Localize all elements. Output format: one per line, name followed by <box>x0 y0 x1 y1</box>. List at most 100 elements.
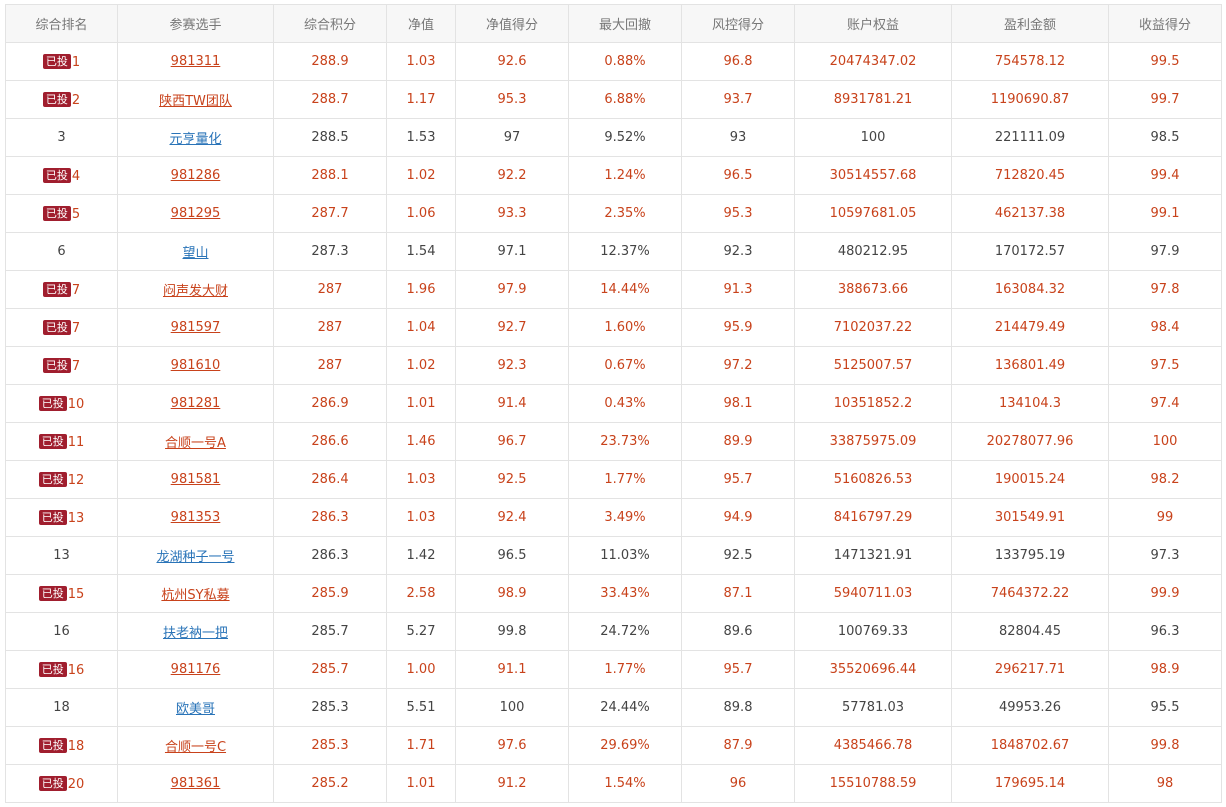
cell-nav: 1.02 <box>386 346 456 385</box>
player-link[interactable]: 981281 <box>170 396 221 411</box>
cell-player: 闷声发大财 <box>117 270 274 309</box>
player-link[interactable]: 合顺一号C <box>164 740 227 755</box>
cell-account-equity: 8416797.29 <box>794 498 952 537</box>
rank-value: 4 <box>71 168 81 184</box>
cell-rank: 13 <box>5 536 118 575</box>
player-link[interactable]: 981597 <box>170 320 221 335</box>
player-link[interactable]: 扶老衲一把 <box>162 626 228 641</box>
cell-nav-score: 96.7 <box>455 422 569 461</box>
cell-total-score: 288.7 <box>273 80 387 119</box>
cell-profit: 462137.38 <box>951 194 1109 233</box>
table-row: 已投 12 981581 286.4 1.03 92.5 1.77% 95.7 5160826.… <box>5 460 1222 499</box>
player-link[interactable]: 望山 <box>182 246 209 261</box>
table-row: 已投 16 981176 285.7 1.00 91.1 1.77% 95.7 35520696… <box>5 650 1222 689</box>
header-nav[interactable]: 净值 <box>386 4 456 43</box>
player-link[interactable]: 龙湖种子一号 <box>156 550 235 565</box>
rank-value: 6 <box>57 244 66 259</box>
header-risk-score[interactable]: 风控得分 <box>681 4 795 43</box>
cell-nav: 1.71 <box>386 726 456 765</box>
player-link[interactable]: 981581 <box>170 472 221 487</box>
cell-nav-score: 91.2 <box>455 764 569 803</box>
rank-value: 20 <box>67 776 85 792</box>
cell-risk-score: 96.8 <box>681 42 795 81</box>
player-link[interactable]: 欧美哥 <box>175 702 215 717</box>
cell-rank: 3 <box>5 118 118 157</box>
player-link[interactable]: 981311 <box>170 54 221 69</box>
cell-profit: 163084.32 <box>951 270 1109 309</box>
header-account-equity[interactable]: 账户权益 <box>794 4 952 43</box>
header-rank[interactable]: 综合排名 <box>5 4 118 43</box>
cell-profit: 170172.57 <box>951 232 1109 271</box>
cell-max-drawdown: 1.60% <box>568 308 682 347</box>
cell-nav-score: 97.1 <box>455 232 569 271</box>
cell-risk-score: 95.9 <box>681 308 795 347</box>
header-nav-score[interactable]: 净值得分 <box>455 4 569 43</box>
invested-badge: 已投 <box>42 205 71 221</box>
cell-total-score: 285.2 <box>273 764 387 803</box>
cell-max-drawdown: 1.77% <box>568 650 682 689</box>
cell-risk-score: 87.1 <box>681 574 795 613</box>
cell-nav: 1.02 <box>386 156 456 195</box>
player-link[interactable]: 陕西TW团队 <box>159 94 232 109</box>
player-link[interactable]: 981361 <box>170 776 221 791</box>
cell-nav: 1.53 <box>386 118 456 157</box>
cell-total-score: 285.3 <box>273 726 387 765</box>
table-row: 已投 7 981597 287 1.04 92.7 1.60% 95.9 7102037.22 2… <box>5 308 1222 347</box>
cell-return-score: 99.9 <box>1108 574 1222 613</box>
player-link[interactable]: 981295 <box>170 206 221 221</box>
cell-total-score: 286.4 <box>273 460 387 499</box>
table-row: 已投 1 981311 288.9 1.03 92.6 0.88% 96.8 20474347.… <box>5 42 1222 81</box>
cell-nav-score: 95.3 <box>455 80 569 119</box>
player-link[interactable]: 元亨量化 <box>169 132 222 147</box>
cell-nav: 1.17 <box>386 80 456 119</box>
cell-profit: 190015.24 <box>951 460 1109 499</box>
player-link[interactable]: 合顺一号A <box>165 436 226 451</box>
cell-return-score: 98.5 <box>1108 118 1222 157</box>
rank-value: 15 <box>67 586 85 602</box>
cell-nav-score: 99.8 <box>455 612 569 651</box>
header-profit[interactable]: 盈利金额 <box>951 4 1109 43</box>
player-link[interactable]: 981353 <box>170 510 221 525</box>
cell-player: 合顺一号A <box>117 422 274 461</box>
cell-account-equity: 100 <box>794 118 952 157</box>
cell-total-score: 288.9 <box>273 42 387 81</box>
cell-account-equity: 35520696.44 <box>794 650 952 689</box>
player-link[interactable]: 981286 <box>170 168 221 183</box>
cell-total-score: 287.3 <box>273 232 387 271</box>
header-return-score[interactable]: 收益得分 <box>1108 4 1222 43</box>
cell-nav: 1.96 <box>386 270 456 309</box>
cell-account-equity: 388673.66 <box>794 270 952 309</box>
table-row: 已投 2 陕西TW团队 288.7 1.17 95.3 6.88% 93.7 8931781.2… <box>5 80 1222 119</box>
cell-player: 981610 <box>117 346 274 385</box>
cell-max-drawdown: 12.37% <box>568 232 682 271</box>
cell-nav-score: 91.1 <box>455 650 569 689</box>
cell-player: 杭州SY私募 <box>117 574 274 613</box>
cell-max-drawdown: 2.35% <box>568 194 682 233</box>
cell-nav-score: 91.4 <box>455 384 569 423</box>
cell-return-score: 98.9 <box>1108 650 1222 689</box>
player-link[interactable]: 981610 <box>170 358 221 373</box>
cell-max-drawdown: 0.43% <box>568 384 682 423</box>
rank-value: 7 <box>71 320 81 336</box>
table-header-row: 综合排名 参赛选手 综合积分 净值 净值得分 最大回撤 风控得分 账户权益 盈利… <box>5 4 1222 43</box>
header-max-drawdown[interactable]: 最大回撤 <box>568 4 682 43</box>
player-link[interactable]: 闷声发大财 <box>162 284 228 299</box>
cell-profit: 221111.09 <box>951 118 1109 157</box>
rank-value: 16 <box>67 662 85 678</box>
player-link[interactable]: 杭州SY私募 <box>161 588 230 603</box>
cell-profit: 134104.3 <box>951 384 1109 423</box>
cell-risk-score: 96 <box>681 764 795 803</box>
table-row: 已投 15 杭州SY私募 285.9 2.58 98.9 33.43% 87.1 5940711… <box>5 574 1222 613</box>
cell-rank: 已投 15 <box>5 574 118 613</box>
header-total-score[interactable]: 综合积分 <box>273 4 387 43</box>
player-link[interactable]: 981176 <box>170 662 221 677</box>
cell-profit: 712820.45 <box>951 156 1109 195</box>
cell-total-score: 288.5 <box>273 118 387 157</box>
cell-rank: 已投 7 <box>5 346 118 385</box>
rank-value: 13 <box>53 548 70 563</box>
cell-total-score: 286.3 <box>273 536 387 575</box>
header-player[interactable]: 参赛选手 <box>117 4 274 43</box>
cell-account-equity: 57781.03 <box>794 688 952 727</box>
cell-risk-score: 92.3 <box>681 232 795 271</box>
invested-badge: 已投 <box>42 167 71 183</box>
